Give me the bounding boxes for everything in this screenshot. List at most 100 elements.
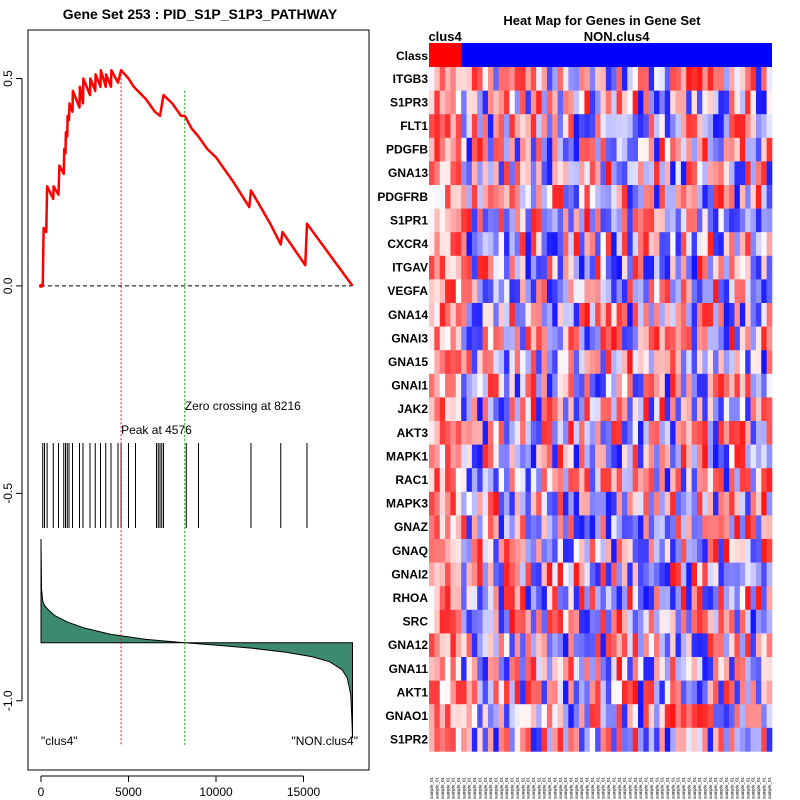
heatmap-cell <box>589 397 596 422</box>
heatmap-cell <box>691 421 698 445</box>
heatmap-cell <box>611 255 617 280</box>
heatmap-cell <box>686 633 692 658</box>
heatmap-cell <box>579 90 585 115</box>
heatmap-cell <box>675 421 682 445</box>
heatmap-cell <box>482 208 489 233</box>
heatmap-cell <box>504 586 510 611</box>
gene-label: GNAI2 <box>391 567 428 581</box>
heatmap-cell <box>713 491 719 516</box>
ranked-metric-fill <box>40 538 353 739</box>
heatmap-cell <box>750 373 757 398</box>
heatmap-cell <box>445 586 451 611</box>
heatmap-cell <box>632 397 639 422</box>
heatmap-cell <box>643 67 650 91</box>
sample-label: sample_01 <box>761 776 766 799</box>
heatmap-cell <box>745 421 751 445</box>
heatmap-cell <box>691 208 698 233</box>
heatmap-cell <box>632 326 639 351</box>
heatmap-cell <box>648 609 655 634</box>
heatmap-cell <box>584 633 591 658</box>
heatmap-cell <box>487 90 494 115</box>
sample-label: sample_01 <box>681 776 686 799</box>
heatmap-cell <box>461 232 467 257</box>
heatmap-cell <box>605 468 612 493</box>
heatmap-cell <box>595 586 601 611</box>
sample-label: sample_01 <box>676 776 681 799</box>
heatmap-cell <box>766 704 773 729</box>
heatmap-cell <box>514 609 521 634</box>
heatmap-cell <box>659 539 666 563</box>
heatmap-cell <box>568 421 575 445</box>
heatmap-cell <box>434 303 441 327</box>
heatmap-cell <box>439 90 446 115</box>
heatmap-cell <box>498 680 505 705</box>
heatmap-cell <box>755 137 762 162</box>
heatmap-cell <box>654 397 660 422</box>
heatmap-cell <box>707 303 714 327</box>
heatmap-cell <box>530 67 537 91</box>
gene-label: GNA14 <box>388 308 428 322</box>
heatmap-cell <box>525 539 532 563</box>
heatmap-cell <box>729 350 735 375</box>
heatmap-cell <box>557 562 564 587</box>
heatmap-cell <box>477 90 483 115</box>
heatmap-cell <box>739 232 746 257</box>
heatmap-cell <box>429 562 435 587</box>
heatmap-cell <box>455 397 462 422</box>
heatmap-cell <box>477 279 483 304</box>
heatmap-cell <box>471 208 478 233</box>
enrichment-plot: Gene Set 253 : PID_S1P_S1P3_PATHWAY Peak… <box>1 6 370 799</box>
heatmap-cell <box>461 208 467 233</box>
heatmap-cell <box>482 515 489 540</box>
heatmap-cell <box>723 185 730 209</box>
gene-label: SRC <box>403 615 429 629</box>
heatmap-cell <box>520 515 526 540</box>
heatmap-cell <box>509 326 516 351</box>
heatmap-cell <box>766 491 773 516</box>
heatmap-cell <box>546 373 553 398</box>
sample-label: sample_01 <box>435 776 440 799</box>
sample-label: sample_01 <box>644 776 649 799</box>
heatmap-cell <box>546 90 553 115</box>
heatmap-cell <box>734 539 741 563</box>
heatmap-cell <box>729 232 735 257</box>
heatmap-cell <box>552 350 558 375</box>
heatmap-cell <box>718 680 725 705</box>
heatmap-cell <box>659 657 666 681</box>
heatmap-cell <box>648 680 655 705</box>
heatmap-cell <box>482 562 489 587</box>
gene-label: PDGFB <box>386 143 428 157</box>
heatmap-cell <box>568 279 575 304</box>
heatmap-cell <box>675 727 682 752</box>
heatmap-cell <box>482 232 489 257</box>
heatmap-cell <box>611 586 617 611</box>
heatmap-cell <box>750 609 757 634</box>
heatmap-cell <box>541 279 548 304</box>
heatmap-cell <box>557 208 564 233</box>
heatmap-cell <box>664 397 671 422</box>
heatmap-cell <box>487 67 494 91</box>
heatmap-cell <box>482 67 489 91</box>
heatmap-cell <box>482 326 489 351</box>
heatmap-cell <box>514 67 521 91</box>
heatmap-cell <box>686 161 692 186</box>
heatmap-cell <box>680 185 687 209</box>
heatmap-cell <box>455 444 462 469</box>
heatmap-cell <box>525 255 532 280</box>
heatmap-cell <box>691 727 698 752</box>
heatmap-cell <box>643 350 650 375</box>
heatmap-cell <box>696 633 703 658</box>
heatmap-cell <box>530 137 537 162</box>
heatmap-cell <box>509 232 516 257</box>
heatmap-cell <box>546 468 553 493</box>
heatmap-cell <box>713 350 719 375</box>
heatmap-cell <box>455 232 462 257</box>
gene-label: AKT1 <box>397 685 429 699</box>
heatmap-cell <box>654 704 660 729</box>
heatmap-cell <box>691 539 698 563</box>
heatmap-cell <box>530 161 537 186</box>
heatmap-cell <box>729 90 735 115</box>
heatmap-cell <box>745 185 751 209</box>
heatmap-cell <box>713 444 719 469</box>
heatmap-cell <box>557 114 564 139</box>
